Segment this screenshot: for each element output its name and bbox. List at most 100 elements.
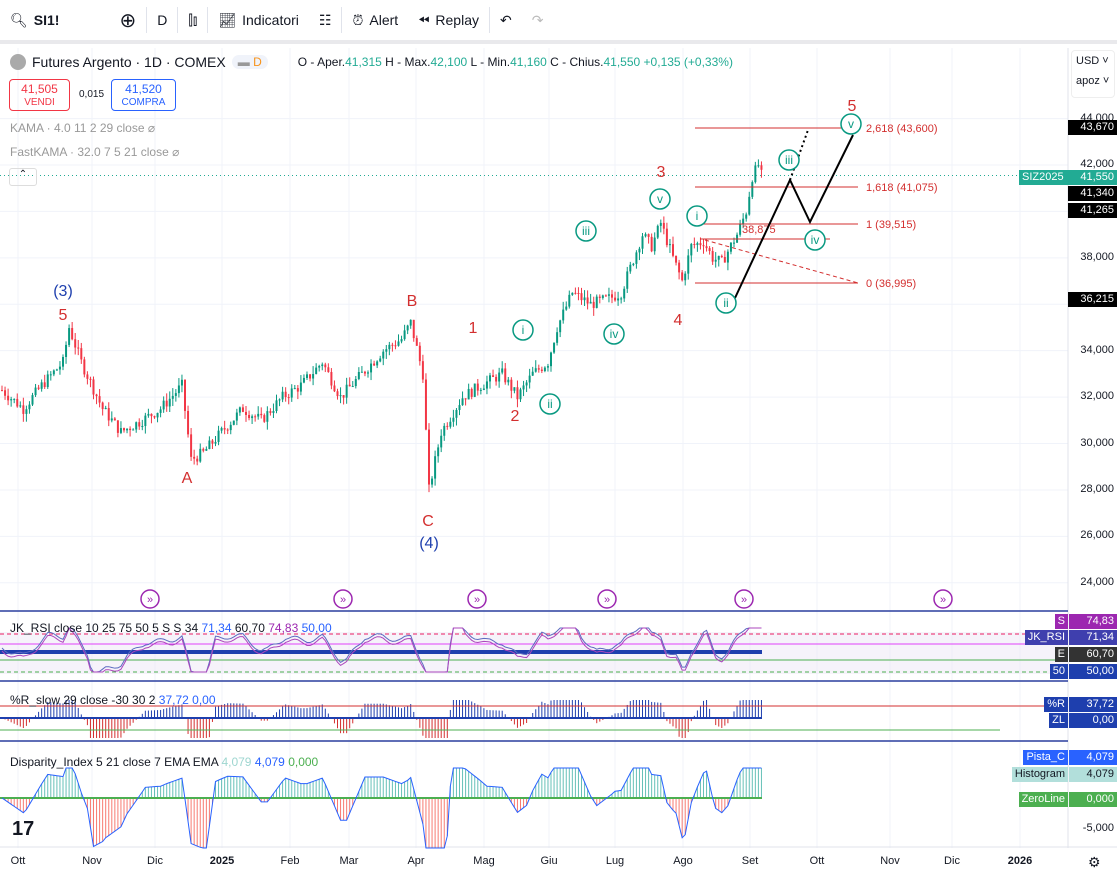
time-axis-label: Mag: [473, 855, 495, 867]
candle-body: [507, 379, 510, 383]
wave-circle-label: iv: [603, 323, 625, 345]
top-toolbar: 🔍︎ SI1! ⊕ D ⫿⫾ 📈︎ Indicatori ☷ ⏰︎ Alert ⏪︎ R…: [0, 0, 1117, 44]
candle-body: [452, 417, 455, 422]
candle-body: [601, 295, 604, 298]
candle-body: [443, 425, 446, 436]
candle-body: [223, 428, 226, 430]
market-status-badge: ▬ D: [231, 55, 268, 69]
circle: [333, 589, 353, 609]
chart-type-button[interactable]: ⫿⫾: [178, 0, 207, 42]
symbol-search[interactable]: 🔍︎ SI1!: [10, 11, 60, 29]
circle: [539, 393, 561, 415]
unit-select[interactable]: apoz ˅: [1076, 75, 1110, 87]
candle-body: [147, 413, 150, 416]
rewind-icon: ⏪︎: [418, 11, 430, 28]
circle: [575, 220, 597, 242]
time-axis-label: Mar: [339, 855, 359, 867]
currency-select[interactable]: USD ˅: [1076, 55, 1109, 67]
price-tag: 41,265: [1068, 203, 1117, 218]
candle-body: [729, 242, 732, 252]
disp-tag-key: Histogram: [1011, 767, 1068, 782]
candle-body: [498, 372, 501, 382]
disparity-legend[interactable]: Disparity_Index 5 21 close 7 EMA EMA 4,0…: [10, 755, 319, 769]
wr-tag-key: %R: [1044, 697, 1068, 712]
wave-label: ii: [547, 397, 552, 411]
candle-body: [174, 393, 177, 396]
candle-body: [748, 196, 751, 215]
compare-button[interactable]: ⊕: [109, 0, 146, 42]
candle-body: [370, 363, 373, 373]
candle-body: [281, 391, 284, 400]
candle-body: [19, 405, 22, 407]
arrow: »: [940, 594, 946, 606]
replay-button[interactable]: ⏪︎ Replay: [418, 11, 479, 29]
disp-tag-value: 4,079: [1069, 767, 1117, 782]
candle-body: [534, 368, 537, 372]
time-axis-label: Nov: [880, 855, 900, 867]
candle-body: [617, 298, 620, 301]
wr-tag-key: ZL: [1049, 713, 1068, 728]
candle-body: [723, 256, 726, 263]
candle-body: [388, 344, 391, 350]
sell-button[interactable]: 41,505 VENDI: [9, 79, 70, 111]
rsi-tag-key: JK_RSI: [1024, 630, 1068, 645]
redo-button[interactable]: ↷: [522, 0, 554, 42]
circle: [603, 323, 625, 345]
time-axis-label: Set: [741, 855, 759, 867]
candle-body: [196, 458, 199, 462]
price-axis-label: 28,000: [1080, 482, 1114, 495]
candle-body: [421, 361, 424, 380]
candle-body: [153, 416, 156, 418]
candle-body: [83, 359, 86, 375]
interval-button[interactable]: D: [157, 12, 168, 28]
candle-body: [238, 407, 241, 413]
candle-body: [711, 251, 714, 262]
wave-label: iii: [582, 224, 590, 238]
candle-body: [25, 409, 28, 414]
price-axis-label: 32,000: [1080, 390, 1114, 403]
candle-body: [34, 387, 37, 396]
candle-body: [211, 440, 214, 444]
fastkama-legend[interactable]: FastKAMA · 32.0 7 5 21 close ⌀: [10, 145, 180, 159]
wave-label: 5: [848, 98, 857, 115]
wave-circle-label: iii: [575, 220, 597, 242]
wave-label: iv: [610, 327, 619, 341]
candle-body: [574, 292, 577, 294]
price-axis-label: 26,000: [1080, 529, 1114, 542]
settings-gear-icon[interactable]: ⚙: [1088, 854, 1101, 870]
arrow: »: [340, 594, 346, 606]
candle-body: [116, 420, 119, 433]
candle-body: [13, 398, 16, 400]
fib-label: 1 (39,515): [866, 219, 916, 231]
collapse-legend-button[interactable]: ⌃: [9, 168, 37, 186]
wave-label: 3: [657, 164, 666, 181]
last-price-tag: 41,550: [1068, 170, 1117, 185]
tradingview-logo[interactable]: 17: [12, 818, 35, 840]
price-axis-label: 38,000: [1080, 250, 1114, 263]
candle-body: [257, 413, 260, 417]
buy-button[interactable]: 41,520 COMPRA: [111, 79, 176, 111]
candle-body: [266, 411, 269, 422]
candle-body: [504, 368, 507, 383]
candle-body: [113, 418, 116, 421]
rsi-legend[interactable]: JK_RSI close 10 25 75 50 5 S S 34 71,34 …: [10, 621, 332, 635]
time-axis-label: Dic: [944, 855, 960, 867]
layouts-button[interactable]: ☷: [309, 0, 342, 42]
candle-body: [665, 228, 668, 246]
circle: [597, 589, 617, 609]
circle: [778, 149, 800, 171]
alert-button[interactable]: ⏰︎ Alert: [352, 11, 399, 29]
candle-body: [519, 389, 522, 400]
chart-canvas[interactable]: 2,618 (43,600) 1,618 (41,075) 1 (39,515) 0 …: [0, 48, 1117, 876]
undo-button[interactable]: ↶: [490, 0, 522, 42]
wr-legend[interactable]: %R_slow 29 close -30 30 2 37,72 0,00: [10, 693, 216, 707]
candle-body: [229, 424, 232, 431]
candle-body: [431, 478, 434, 485]
circle: [734, 589, 754, 609]
kama-legend[interactable]: KAMA · 4.0 11 2 29 close ⌀: [10, 121, 156, 135]
candle-body: [577, 292, 580, 294]
candle-body: [662, 222, 665, 229]
indicators-button[interactable]: 📈︎ Indicatori: [218, 11, 299, 29]
candle-body: [220, 428, 223, 431]
candle-body: [269, 411, 272, 413]
